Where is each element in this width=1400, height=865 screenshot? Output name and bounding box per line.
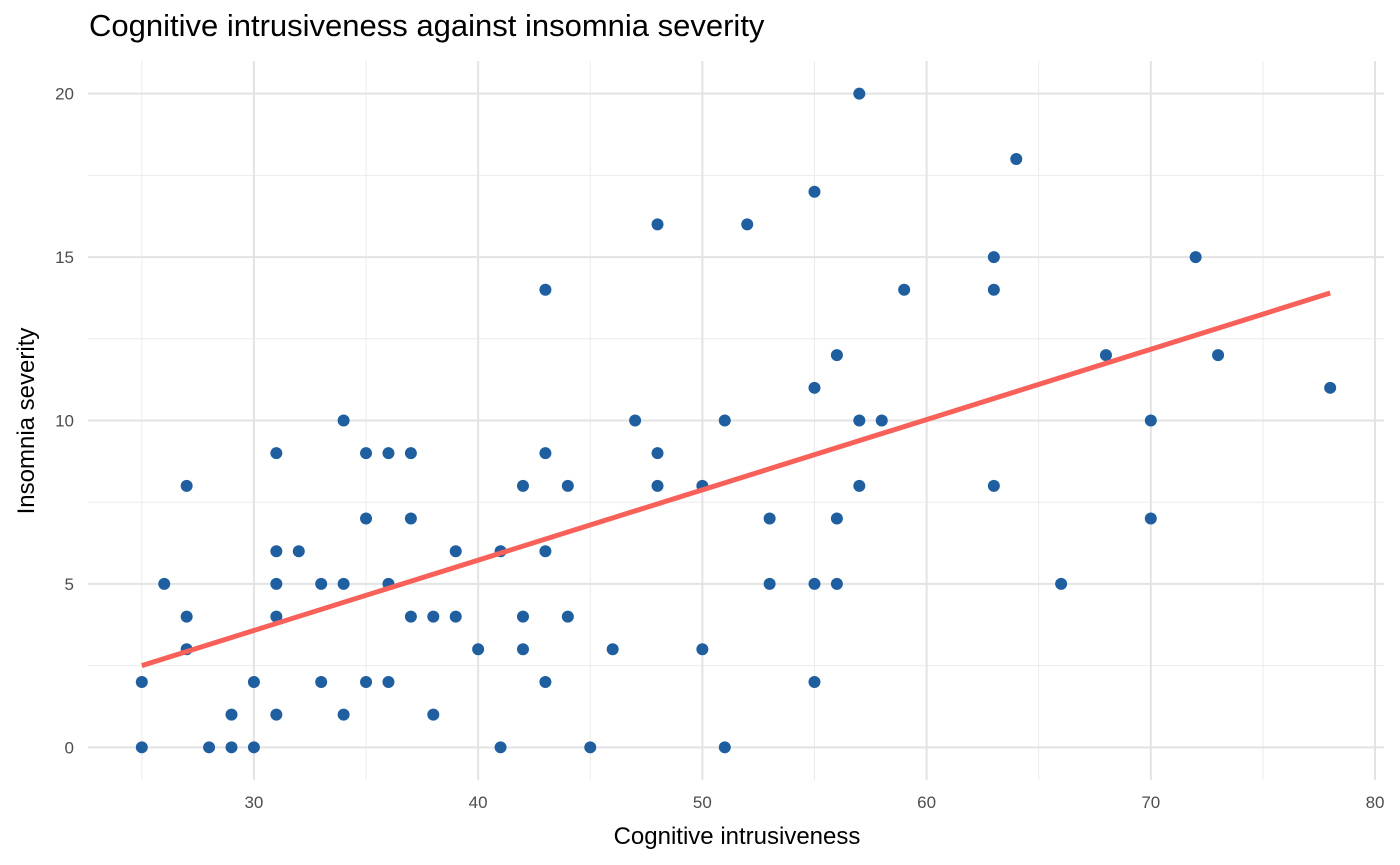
data-point	[763, 512, 776, 525]
data-point	[449, 610, 462, 623]
y-tick-label: 10	[55, 412, 74, 431]
data-point	[270, 708, 283, 721]
grid-lines	[88, 61, 1384, 780]
data-point	[561, 610, 574, 623]
y-axis-title: Insomnia severity	[13, 328, 40, 515]
data-point	[763, 577, 776, 590]
data-point	[830, 349, 843, 362]
data-point	[270, 447, 283, 460]
data-point	[539, 545, 552, 558]
data-point	[270, 610, 283, 623]
y-tick-label: 5	[65, 575, 74, 594]
x-tick-label: 50	[693, 793, 712, 812]
y-tick-label: 15	[55, 248, 74, 267]
data-point	[1099, 349, 1112, 362]
data-point	[180, 610, 193, 623]
data-point	[292, 545, 305, 558]
data-point	[830, 577, 843, 590]
data-point	[741, 218, 754, 231]
data-point	[516, 643, 529, 656]
trend-line-layer	[141, 290, 1331, 668]
y-tick-label: 20	[55, 85, 74, 104]
data-point	[135, 675, 148, 688]
data-point	[606, 643, 619, 656]
data-point	[875, 414, 888, 427]
data-point	[404, 610, 417, 623]
data-point	[270, 545, 283, 558]
data-point	[247, 741, 260, 754]
data-point	[561, 479, 574, 492]
data-point	[158, 577, 171, 590]
data-point	[987, 283, 1000, 296]
data-point	[584, 741, 597, 754]
data-point	[808, 185, 821, 198]
data-point	[651, 447, 664, 460]
data-point	[539, 283, 552, 296]
trend-line	[141, 290, 1331, 668]
data-point	[539, 447, 552, 460]
data-point	[337, 708, 350, 721]
data-point	[337, 577, 350, 590]
data-point	[1144, 414, 1157, 427]
data-point	[404, 512, 417, 525]
data-point	[135, 741, 148, 754]
data-point	[718, 414, 731, 427]
data-point	[718, 741, 731, 754]
data-point	[360, 675, 373, 688]
data-point	[629, 414, 642, 427]
x-tick-label: 40	[469, 793, 488, 812]
data-point	[516, 479, 529, 492]
data-point	[651, 479, 664, 492]
data-point	[472, 643, 485, 656]
data-point	[360, 447, 373, 460]
x-tick-label: 80	[1366, 793, 1385, 812]
y-tick-label: 0	[65, 738, 74, 757]
data-point	[539, 675, 552, 688]
data-point	[651, 218, 664, 231]
x-tick-label: 30	[244, 793, 263, 812]
data-point	[315, 675, 328, 688]
data-point	[830, 512, 843, 525]
data-point	[898, 283, 911, 296]
data-point	[315, 577, 328, 590]
data-point	[404, 447, 417, 460]
data-point	[853, 479, 866, 492]
data-point	[225, 741, 238, 754]
data-point	[180, 479, 193, 492]
data-point	[382, 675, 395, 688]
data-point	[225, 708, 238, 721]
data-point	[247, 675, 260, 688]
data-point	[427, 708, 440, 721]
data-point	[494, 741, 507, 754]
data-point	[382, 447, 395, 460]
data-point	[1189, 251, 1202, 264]
x-tick-label: 60	[917, 793, 936, 812]
data-point	[1055, 577, 1068, 590]
data-point	[987, 479, 1000, 492]
data-point	[808, 577, 821, 590]
data-point	[808, 381, 821, 394]
data-point	[987, 251, 1000, 264]
data-point	[270, 577, 283, 590]
data-point	[853, 87, 866, 100]
data-point	[696, 643, 709, 656]
data-point	[853, 414, 866, 427]
data-point	[516, 610, 529, 623]
data-points	[135, 87, 1337, 754]
data-point	[337, 414, 350, 427]
data-point	[449, 545, 462, 558]
x-axis-title: Cognitive intrusiveness	[614, 823, 861, 850]
data-point	[1324, 381, 1337, 394]
data-point	[808, 675, 821, 688]
data-point	[360, 512, 373, 525]
chart-title: Cognitive intrusiveness against insomnia…	[89, 8, 765, 43]
data-point	[1010, 153, 1023, 166]
data-point	[203, 741, 216, 754]
data-point	[427, 610, 440, 623]
tick-labels: 30 40 50 60 70 80 0 5 10 15 20	[55, 85, 1384, 812]
data-point	[1212, 349, 1225, 362]
x-tick-label: 70	[1141, 793, 1160, 812]
data-point	[1144, 512, 1157, 525]
